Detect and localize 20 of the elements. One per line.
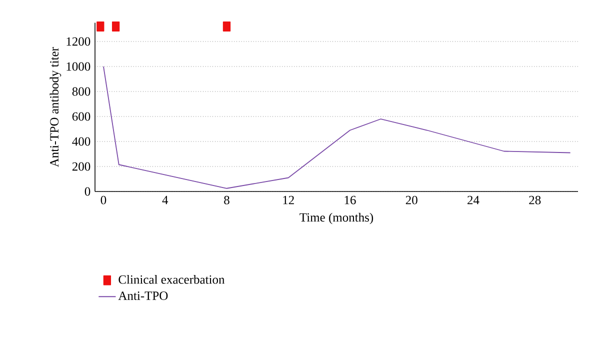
x-tick-label: 8 <box>224 196 230 204</box>
y-tick-label: 1200 <box>66 37 90 46</box>
y-tick-label: 1000 <box>66 62 90 71</box>
y-tick-label: 600 <box>72 112 90 121</box>
x-tick-label: 24 <box>468 196 480 204</box>
x-axis-title: Time (months) <box>300 212 374 224</box>
y-tick-label: 800 <box>72 87 90 96</box>
y-tick-label: 400 <box>72 137 90 146</box>
x-tick-label: 12 <box>283 196 294 204</box>
line-series <box>103 66 571 189</box>
x-tick-label: 16 <box>344 196 356 204</box>
y-axis-title: Anti-TPO antibody titer <box>50 47 62 168</box>
x-tick-label: 28 <box>529 196 541 204</box>
x-tick-label: 20 <box>406 196 418 204</box>
y-tick-label: 0 <box>84 187 90 196</box>
x-tick-label: 0 <box>100 196 106 204</box>
legend-label: Clinical exacerbation <box>118 275 225 284</box>
y-tick-label: 200 <box>72 162 90 171</box>
x-tick-label: 4 <box>162 196 168 204</box>
legend-label: Anti-TPO <box>118 292 168 300</box>
